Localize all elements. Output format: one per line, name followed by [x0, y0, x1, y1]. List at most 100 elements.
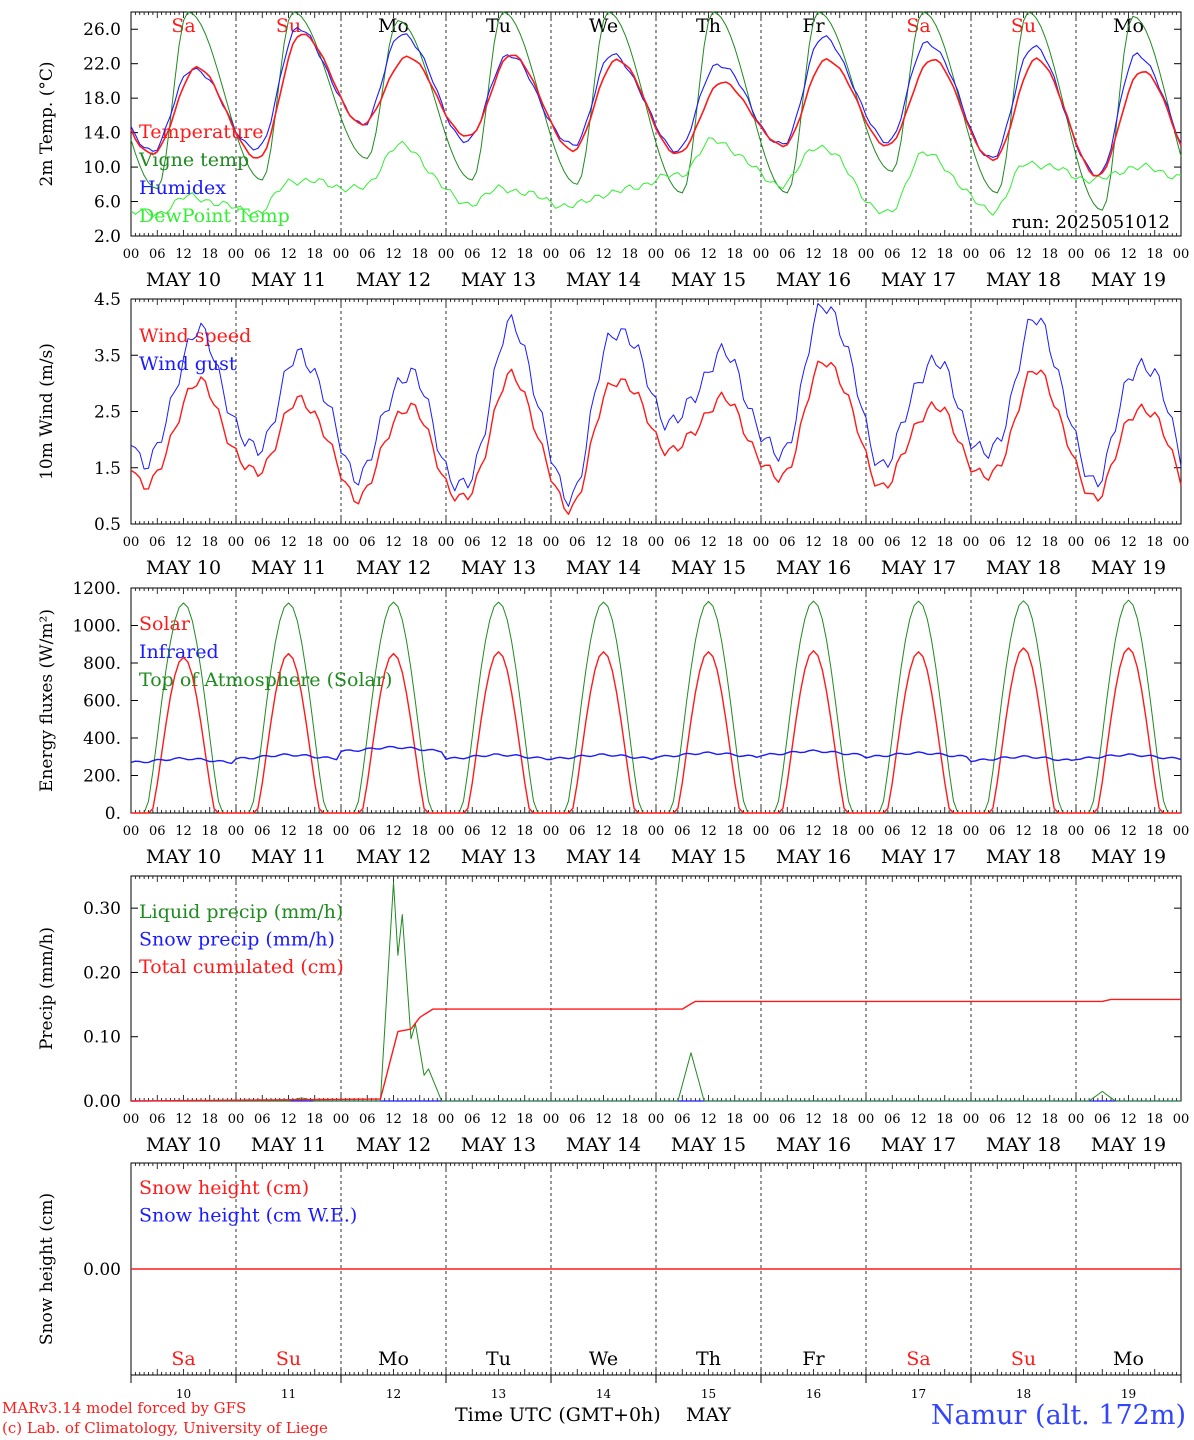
legend-entry: Snow height (cm) — [139, 1177, 309, 1199]
y-tick-label: 0. — [105, 804, 121, 824]
hour-tick-label: 18 — [621, 1112, 638, 1127]
legend-entry: Snow precip (mm/h) — [139, 929, 335, 951]
plot-frame — [130, 587, 1182, 814]
hour-tick-label: 00 — [1173, 1112, 1190, 1127]
hour-tick-label: 12 — [595, 535, 612, 550]
hour-tick-label: 12 — [595, 824, 612, 839]
hour-tick-label: 00 — [648, 824, 665, 839]
y-tick-label: 1200. — [72, 579, 121, 599]
y-tick-label: 1000. — [72, 617, 121, 637]
hour-tick-label: 06 — [674, 824, 691, 839]
y-tick-label: 26.0 — [83, 20, 121, 40]
hour-tick-label: 12 — [910, 824, 927, 839]
y-tick-label: 2.0 — [94, 227, 121, 247]
hour-tick-label: 00 — [963, 247, 980, 262]
hour-tick-label: 00 — [228, 1112, 245, 1127]
hour-tick-label: 00 — [543, 1112, 560, 1127]
date-label: MAY 10 — [146, 1134, 221, 1156]
y-axis-label: Energy fluxes (W/m²) — [37, 609, 57, 792]
date-label: MAY 13 — [461, 269, 536, 291]
hour-tick-label: 18 — [411, 824, 428, 839]
hour-tick-label: 00 — [1068, 247, 1085, 262]
panel-3: 0. 200. 400. 600. 800. 1000. 1200. Energy fluxe… — [37, 579, 1189, 868]
hour-tick-label: 00 — [123, 535, 140, 550]
hour-tick-label: 18 — [201, 1112, 218, 1127]
y-tick-label: 1.5 — [94, 459, 121, 479]
legend-entry: Humidex — [139, 177, 226, 199]
weekday-label: We — [589, 1348, 618, 1370]
hour-tick-label: 12 — [490, 247, 507, 262]
hour-tick-label: 12 — [280, 1112, 297, 1127]
weekday-label: Fr — [802, 15, 825, 37]
hour-tick-label: 12 — [280, 247, 297, 262]
panel-5: 0.00 Snow height (cm) Sa Su Mo Tu We Th Fr Sa Su Mo… — [37, 1162, 1182, 1376]
hour-tick-label: 18 — [201, 824, 218, 839]
hour-tick-label: 06 — [254, 824, 271, 839]
wind-gust-line — [130, 303, 1182, 507]
hour-tick-label: 18 — [306, 1112, 323, 1127]
legend-entry: Total cumulated (cm) — [139, 956, 344, 978]
cumulated-precip-line — [131, 998, 1181, 1102]
date-label: MAY 11 — [251, 846, 326, 868]
hour-tick-label: 00 — [333, 535, 350, 550]
hour-tick-label: 00 — [753, 247, 770, 262]
hour-tick-label: 06 — [359, 1112, 376, 1127]
hour-tick-label: 12 — [805, 535, 822, 550]
hour-tick-label: 12 — [1015, 535, 1032, 550]
hour-tick-label: 00 — [1068, 1112, 1085, 1127]
infrared-line — [130, 745, 1182, 765]
y-tick-label: 2.5 — [94, 403, 121, 423]
hour-tick-label: 06 — [464, 247, 481, 262]
day-number-label: 19 — [1121, 1387, 1136, 1401]
y-tick-label: 600. — [83, 692, 121, 712]
hour-tick-label: 18 — [936, 535, 953, 550]
day-number-label: 14 — [596, 1387, 612, 1401]
hour-tick-label: 00 — [963, 535, 980, 550]
weekday-label: Sa — [906, 1348, 930, 1370]
weekday-label: Su — [1011, 15, 1036, 37]
weekday-label: Sa — [171, 1348, 195, 1370]
date-label: MAY 12 — [356, 846, 431, 868]
legend-entry: Solar — [139, 613, 191, 635]
hour-tick-label: 00 — [858, 1112, 875, 1127]
date-label: MAY 19 — [1091, 846, 1166, 868]
hour-tick-label: 12 — [910, 1112, 927, 1127]
hour-tick-label: 12 — [385, 1112, 402, 1127]
hour-tick-label: 00 — [123, 247, 140, 262]
hour-tick-label: 12 — [700, 247, 717, 262]
hour-tick-label: 12 — [700, 824, 717, 839]
hour-tick-label: 18 — [306, 824, 323, 839]
y-axis-label: 10m Wind (m/s) — [37, 343, 57, 480]
date-label: MAY 13 — [461, 846, 536, 868]
hour-tick-label: 18 — [936, 1112, 953, 1127]
weekday-label: Th — [696, 15, 721, 37]
hour-tick-label: 18 — [411, 247, 428, 262]
hour-tick-label: 00 — [333, 1112, 350, 1127]
date-label: MAY 13 — [461, 557, 536, 579]
hour-tick-label: 06 — [674, 535, 691, 550]
hour-tick-label: 06 — [569, 824, 586, 839]
hour-tick-label: 12 — [280, 535, 297, 550]
hour-tick-label: 06 — [464, 1112, 481, 1127]
hour-tick-label: 00 — [858, 824, 875, 839]
date-label: MAY 16 — [776, 557, 851, 579]
hour-tick-label: 18 — [1146, 247, 1163, 262]
hour-tick-label: 12 — [175, 247, 192, 262]
hour-tick-label: 18 — [831, 247, 848, 262]
date-label: MAY 14 — [566, 846, 641, 868]
hour-tick-label: 12 — [1120, 535, 1137, 550]
hour-tick-label: 06 — [254, 1112, 271, 1127]
y-tick-label: 0.00 — [83, 1092, 121, 1112]
humidex-line — [130, 26, 1182, 177]
hour-tick-label: 00 — [438, 1112, 455, 1127]
weekday-label: Su — [276, 15, 301, 37]
hour-tick-label: 18 — [726, 247, 743, 262]
weekday-label: Sa — [171, 15, 195, 37]
hour-tick-label: 12 — [385, 535, 402, 550]
weekday-label: Tu — [486, 1348, 511, 1370]
hour-tick-label: 06 — [569, 1112, 586, 1127]
panel-2: 0.5 1.5 2.5 3.5 4.5 10m Wind (m/s) 00 06 12 18 MAY… — [37, 290, 1189, 579]
date-label: MAY 12 — [356, 269, 431, 291]
weekday-label: Fr — [802, 1348, 825, 1370]
date-label: MAY 18 — [986, 269, 1061, 291]
